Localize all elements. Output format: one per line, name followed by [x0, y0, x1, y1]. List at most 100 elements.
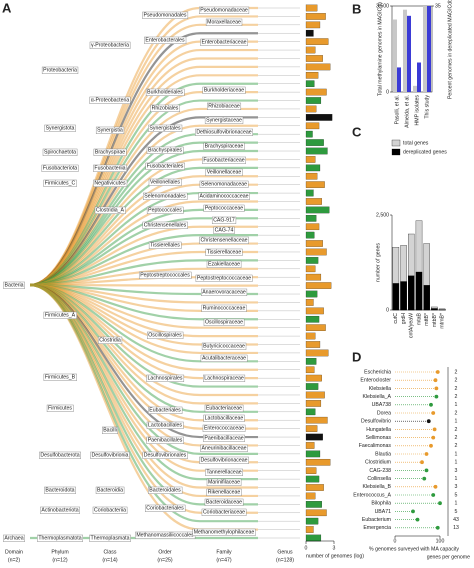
tree-node-label: Lachnospiraceae: [204, 375, 244, 381]
genus-bar: [305, 526, 314, 533]
tree-node-box: [200, 444, 248, 452]
tree-node-label: Anaerovoracaceae: [202, 289, 246, 295]
legend-swatch: [391, 148, 401, 156]
genus-label: Emergencia: [363, 525, 391, 531]
tree-node-label: Paenibacillaceae: [204, 435, 243, 441]
tree-branch: [29, 234, 258, 287]
tree-branch: [29, 283, 258, 455]
bar: [408, 275, 415, 311]
tree-node-box: [201, 508, 247, 516]
genus-bar: [305, 13, 326, 20]
tree-branch: [29, 200, 258, 287]
tree-node-box: [37, 534, 83, 542]
genus-bar: [305, 400, 322, 407]
genes-per-genome: 1: [455, 451, 458, 457]
genus-bar: [305, 442, 315, 449]
tree-node-label: Synergistaceae: [206, 117, 242, 123]
genus-label: CAG-238: [369, 468, 391, 474]
tree-branch: [29, 175, 258, 287]
tree-node-label: Rhizobiaceae: [208, 103, 240, 109]
genus-bar: [305, 257, 319, 264]
tree-node-label: Bacilli: [103, 427, 117, 433]
rank-count: (n=2): [8, 557, 21, 563]
tree-node-box: [207, 102, 242, 110]
tree-node-label: CAG-917: [213, 217, 235, 223]
tree-branch: [29, 242, 258, 287]
tree-node-label: Enterococcaceae: [204, 425, 244, 431]
tree-node-label: Moraxellaceae: [207, 19, 241, 25]
genus-label: Klebsiella_B: [362, 484, 391, 490]
tree-node-label: Desulfobacterota: [40, 452, 79, 458]
genus-bar: [305, 509, 327, 517]
tree-branch: [29, 283, 258, 472]
genus-bar: [305, 484, 324, 491]
bar: [417, 62, 421, 92]
legend-swatch: [391, 139, 401, 147]
y2-tick-label: 35: [435, 3, 441, 9]
tree-node-box: [39, 451, 81, 459]
genus-bar: [305, 517, 319, 525]
x-tick-label: mtaB: [416, 312, 422, 325]
tree-branch: [29, 267, 258, 287]
genus-bar: [305, 198, 322, 205]
tree-node-box: [203, 434, 245, 442]
genus-bar: [305, 231, 315, 239]
genes-per-genome: 1: [455, 460, 458, 466]
tree-branch: [29, 283, 258, 321]
tree-node-box: [201, 342, 247, 350]
tree-node-label: Oscillospiraceae: [205, 319, 243, 325]
genus-bar: [305, 307, 324, 315]
tree-node-box: [146, 206, 184, 214]
genus-bar: [305, 273, 322, 281]
genus-bar: [305, 315, 320, 323]
tree-node-box: [213, 226, 235, 234]
genus-bar: [305, 425, 318, 432]
dot: [434, 394, 439, 399]
genus-bar: [305, 534, 322, 542]
tree-node-label: Archaea: [4, 535, 23, 541]
tree-node-box: [148, 178, 182, 186]
tree-branch: [29, 23, 258, 287]
tree-node-label: Tissierellales: [150, 242, 180, 248]
panel-letter: C: [352, 124, 362, 139]
tree-branch: [29, 166, 258, 287]
tree-node-label: Spirochaetota: [44, 149, 76, 155]
x-tick-label: cntA/yeaW: [409, 313, 415, 338]
dot: [420, 460, 424, 465]
tree-node-box: [89, 41, 131, 49]
genes-per-genome: 5: [455, 509, 458, 515]
genus-bar: [305, 240, 323, 247]
tree-node-box: [148, 486, 183, 494]
genus-bar: [305, 374, 322, 382]
tree-node-box: [198, 192, 250, 200]
genus-bar: [305, 290, 318, 298]
tree-node-box: [92, 506, 128, 514]
genes-per-genome: 3: [455, 484, 458, 490]
tree-branch: [29, 259, 258, 287]
tree-node-box: [148, 241, 182, 249]
tree-branch: [29, 283, 258, 439]
genes-per-genome: 1: [455, 419, 458, 425]
tree-node-box: [195, 274, 253, 282]
tree-node-label: Pseudomonadaceae: [200, 7, 248, 13]
genes-per-genome: 2: [455, 443, 458, 449]
genes-per-genome: 2: [455, 378, 458, 384]
tree-node-label: Firmicutes_C: [45, 180, 76, 186]
tree-node-label: Proteobacteria: [43, 67, 77, 73]
genus-bar: [305, 4, 318, 12]
y2-axis-label: Percent genomes in dereplicated MAGICdb: [447, 0, 453, 99]
bar: [423, 285, 430, 311]
panel-letter: D: [352, 349, 361, 364]
bar: [423, 6, 427, 92]
tree-branch: [29, 283, 258, 506]
dot: [426, 419, 431, 424]
tree-node-box: [142, 11, 189, 19]
dot: [415, 517, 420, 522]
genes-per-genome: 1: [455, 501, 458, 507]
tree-node-label: Peptostreptococcaceae: [197, 275, 251, 281]
tree-node-box: [41, 164, 79, 172]
genus-bar: [305, 358, 317, 365]
genes-per-genome: 2: [455, 394, 458, 400]
tree-node-box: [202, 424, 246, 432]
genus-label: Dorea: [377, 410, 391, 416]
